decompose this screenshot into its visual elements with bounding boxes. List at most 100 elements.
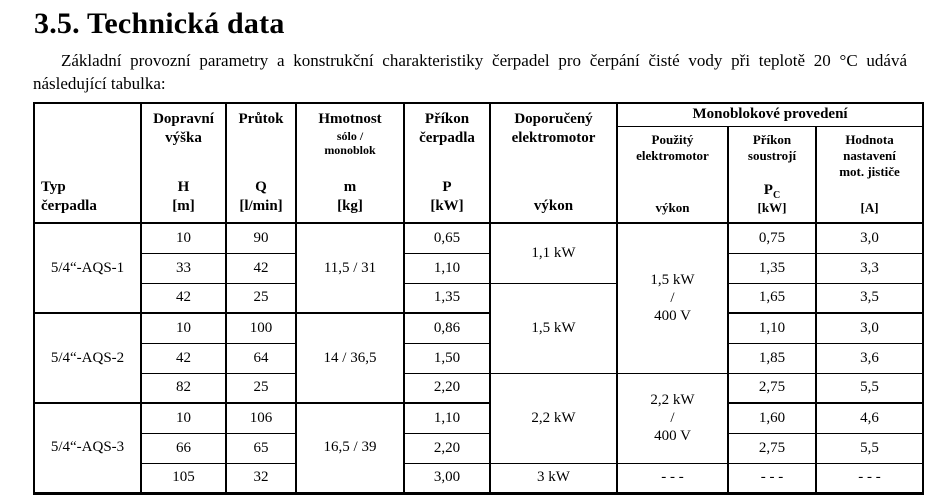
cell-pc: 1,60	[727, 402, 817, 434]
col-header-hodnota-jistice: Hodnota nastavení mot. jističe [A]	[814, 125, 925, 224]
col-header-pouzity-elektromotor: Použitý elektromotor výkon	[616, 125, 729, 224]
cell-q: 42	[225, 252, 297, 284]
table-row: 66 65 2,20 2,75 5,5	[34, 432, 925, 464]
cell-doporuceny: 1,1 kW	[489, 222, 618, 284]
intro-paragraph: Základní provozní parametry a konstrukčn…	[33, 51, 907, 93]
cell-jistic: 3,5	[814, 282, 925, 314]
text-line: 400 V	[654, 428, 691, 444]
cell-typ: 5/4“-AQS-2	[33, 312, 142, 404]
cell-p: 1,10	[403, 402, 491, 434]
cell-pc: 2,75	[727, 372, 817, 404]
cell-typ: 5/4“-AQS-3	[33, 402, 142, 494]
header-symbol-unit: Q [l/min]	[239, 179, 283, 214]
cell-h: 10	[140, 402, 227, 434]
header-line: Typ	[41, 179, 66, 195]
cell-typ: 5/4“-AQS-1	[33, 222, 142, 314]
cell-p: 2,20	[403, 372, 491, 404]
cell-pc: 1,10	[727, 312, 817, 344]
cell-doporuceny: 2,2 kW	[489, 372, 618, 464]
header-title: Hodnota nastavení mot. jističe	[839, 131, 900, 179]
header-symbol-unit: P [kW]	[430, 179, 464, 214]
cell-h: 10	[140, 312, 227, 344]
text-line: /	[670, 410, 675, 426]
cell-q: 100	[225, 312, 297, 344]
col-group-monoblokove-provedeni: Monoblokové provedení	[615, 102, 925, 127]
table-row: 5/4“-AQS-2 10 100 14 / 36,5 0,86 1,10 3,…	[33, 312, 925, 404]
table-row: 33 42 1,10 1,35 3,3	[34, 252, 925, 284]
col-header-prikon-cerpadla: Příkon čerpadla P [kW]	[403, 102, 491, 224]
cell-p: 0,65	[403, 222, 491, 254]
header-title: Doporučený elektromotor	[511, 111, 596, 146]
cell-pc: 2,75	[727, 432, 817, 464]
cell-q: 32	[225, 462, 297, 494]
table-row: 42 25 1,35 1,5 kW 1,65 3,5	[34, 282, 925, 374]
header-title: Průtok	[238, 111, 284, 127]
header-bottom-label: výkon	[533, 198, 574, 214]
cell-m: 11,5 / 31	[295, 222, 405, 314]
header-bottom-label: výkon	[655, 199, 690, 215]
cell-jistic: - - -	[814, 462, 925, 494]
table-row: 105 32 3,00 3 kW - - - - - - - - -	[34, 462, 925, 494]
col-header-prutok: Průtok Q [l/min]	[225, 102, 297, 224]
header-symbol-unit: PC [kW]	[757, 181, 787, 215]
cell-q: 90	[225, 222, 297, 254]
cell-pc: 1,85	[727, 342, 817, 374]
col-header-typ: Typ čerpadla	[33, 102, 142, 224]
cell-q: 25	[225, 282, 297, 314]
header-symbol-unit: H [m]	[172, 179, 195, 214]
cell-p: 1,35	[403, 282, 491, 314]
header-title: Příkon čerpadla	[419, 111, 475, 146]
col-header-doporuceny-elektromotor: Doporučený elektromotor výkon	[489, 102, 618, 224]
technical-data-table: Typ čerpadla Dopravní výška H [m]	[33, 102, 925, 495]
cell-pouzity: 2,2 kW / 400 V	[616, 372, 729, 464]
cell-m: 16,5 / 39	[295, 402, 405, 494]
cell-q: 64	[225, 342, 297, 374]
cell-pc: 1,65	[727, 282, 817, 314]
page-title: 3.5. Technická data	[34, 7, 285, 40]
text-line: 2,2 kW	[650, 392, 695, 408]
text-line: 1,5 kW	[650, 272, 695, 289]
table-row: 5/4“-AQS-3 10 106 16,5 / 39 1,10 1,60 4,…	[33, 402, 925, 494]
cell-jistic: 5,5	[814, 372, 925, 404]
cell-doporuceny: 3 kW	[489, 462, 618, 494]
cell-p: 1,10	[403, 252, 491, 284]
cell-h: 33	[140, 252, 227, 284]
header-title: Příkon soustrojí	[747, 131, 797, 163]
cell-jistic: 3,3	[814, 252, 925, 284]
cell-jistic: 3,0	[814, 222, 925, 254]
header-unit: [A]	[860, 199, 879, 215]
cell-h: 42	[140, 282, 227, 314]
cell-p: 3,00	[403, 462, 491, 494]
cell-h: 42	[140, 342, 227, 374]
cell-p: 2,20	[403, 432, 491, 464]
cell-q: 106	[225, 402, 297, 434]
header-line: čerpadla	[41, 198, 97, 214]
cell-pc: 0,75	[727, 222, 817, 254]
cell-q: 65	[225, 432, 297, 464]
text-line: /	[670, 290, 675, 307]
cell-h: 82	[140, 372, 227, 404]
cell-p: 0,86	[403, 312, 491, 344]
cell-q: 25	[225, 372, 297, 404]
cell-h: 66	[140, 432, 227, 464]
col-header-prikon-soustroji: Příkon soustrojí PC [kW]	[727, 125, 817, 224]
header-title: Hmotnost sólo / monoblok	[318, 111, 382, 157]
col-header-dopravni-vyska: Dopravní výška H [m]	[140, 102, 227, 224]
cell-pc: 1,35	[727, 252, 817, 284]
cell-jistic: 3,6	[814, 342, 925, 374]
header-row-sub: Použitý elektromotor výkon Příkon soustr…	[34, 125, 925, 224]
table-row: 42 64 1,50 1,85 3,6	[34, 342, 925, 374]
cell-doporuceny: 1,5 kW	[489, 282, 618, 374]
header-title: Použitý elektromotor	[636, 131, 709, 163]
table-row: 5/4“-AQS-1 10 90 11,5 / 31 0,65 1,1 kW 1…	[33, 222, 925, 374]
header-title: Dopravní výška	[153, 111, 214, 146]
cell-h: 105	[140, 462, 227, 494]
table-row: 82 25 2,20 2,2 kW 2,2 kW / 400 V 2,75 5,…	[34, 372, 925, 464]
cell-p: 1,50	[403, 342, 491, 374]
cell-jistic: 3,0	[814, 312, 925, 344]
header-symbol-unit: m [kg]	[337, 179, 363, 214]
cell-m: 14 / 36,5	[295, 312, 405, 404]
col-header-hmotnost: Hmotnost sólo / monoblok m [kg]	[295, 102, 405, 224]
cell-jistic: 4,6	[814, 402, 925, 434]
header-row-top: Typ čerpadla Dopravní výška H [m]	[33, 102, 925, 224]
